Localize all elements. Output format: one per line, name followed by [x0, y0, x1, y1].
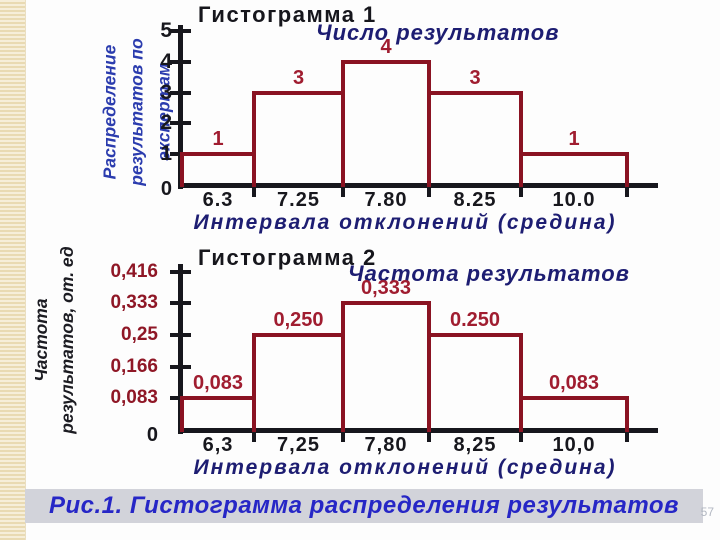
bar-value-label: 3: [469, 66, 481, 89]
origin-label: 0: [160, 178, 172, 200]
x-tick: [519, 185, 523, 197]
x-axis: [178, 428, 658, 433]
chart2-title: Гистограмма 2: [198, 245, 377, 270]
page-number: 57: [700, 505, 714, 519]
figure-caption: Рис.1. Гистограмма распределения результ…: [48, 492, 680, 519]
x-tick-label: 7.80: [364, 189, 408, 211]
x-tick-label: 6.3: [202, 189, 234, 211]
left-border-texture: [0, 0, 26, 540]
y-tick-label: 2: [160, 111, 172, 135]
y-tick: [170, 269, 191, 274]
x-tick: [625, 185, 629, 197]
bar-value-label: 0,333: [360, 277, 412, 300]
x-tick: [427, 185, 431, 197]
x-tick-label: 10.0: [552, 189, 596, 211]
x-tick-label: 7,25: [277, 434, 320, 456]
bar-value-label: 1: [568, 128, 580, 151]
bar-value-label: 0,083: [548, 372, 600, 395]
chart1-title: Гистограмма 1: [198, 2, 377, 27]
x-tick-label: 10,0: [552, 434, 596, 456]
bar-value-label: 1: [212, 128, 224, 151]
x-tick-label: 8,25: [453, 434, 497, 456]
y-tick-label: 0,166: [110, 355, 158, 377]
x-tick-label: 7,80: [364, 434, 408, 456]
x-tick: [519, 430, 523, 442]
bar: [180, 396, 256, 432]
bar: [252, 333, 345, 432]
y-axis: [178, 25, 183, 189]
x-tick-label: 6,3: [202, 434, 234, 456]
y-axis: [178, 264, 183, 434]
bar: [519, 396, 629, 432]
y-tick-label: 3: [160, 80, 172, 104]
x-axis: [178, 183, 658, 188]
y-tick-label: 0,333: [110, 292, 158, 314]
chart1-legend: Число результатов: [316, 20, 560, 45]
y-tick: [170, 90, 191, 95]
bar: [427, 90, 523, 187]
x-tick-label: 8.25: [453, 189, 497, 211]
y-tick-label: 4: [160, 49, 172, 73]
y-tick-label: 5: [160, 19, 172, 42]
bar-value-label: 0.250: [449, 309, 501, 331]
origin-label: 0: [146, 424, 158, 446]
y-tick: [170, 364, 191, 369]
x-tick-label: 7.25: [277, 189, 320, 211]
y-tick-label: 0,25: [121, 324, 158, 345]
x-tick: [341, 430, 345, 442]
x-tick: [252, 430, 256, 442]
figure-caption-bar: Рис.1. Гистограмма распределения результ…: [25, 489, 703, 523]
chart1-x-axis-label: Интервала отклонений (средина): [193, 211, 617, 234]
x-tick: [341, 185, 345, 197]
bar-value-label: 4: [380, 35, 392, 58]
y-tick: [170, 121, 191, 126]
x-tick: [625, 430, 629, 442]
y-tick-label: 1: [160, 142, 172, 166]
chart2-legend: Частота результатов: [348, 261, 630, 286]
bar: [519, 152, 629, 187]
x-tick: [252, 185, 256, 197]
y-tick: [170, 59, 191, 64]
bar-value-label: 0,083: [192, 372, 244, 395]
y-tick: [170, 301, 191, 306]
y-tick-label: 0,416: [110, 260, 158, 282]
chart2-x-axis-label: Интервала отклонений (средина): [193, 456, 617, 479]
bar-value-label: 3: [292, 66, 305, 89]
y-tick: [170, 333, 191, 337]
bar: [427, 333, 523, 432]
y-tick-label: 0,083: [110, 387, 158, 409]
bar-value-label: 0,250: [273, 309, 324, 331]
x-tick: [427, 430, 431, 442]
y-tick: [170, 29, 191, 33]
